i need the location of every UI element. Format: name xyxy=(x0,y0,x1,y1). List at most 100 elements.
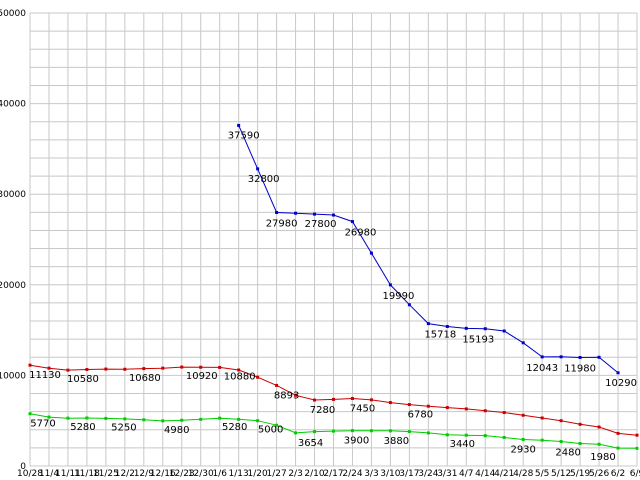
green-series-marker xyxy=(483,434,487,438)
point-label: 27980 xyxy=(266,219,298,230)
x-tick-label: 3/31 xyxy=(437,469,457,479)
y-tick-label: 40000 xyxy=(0,100,26,110)
x-tick-label: 1/27 xyxy=(266,469,286,479)
point-label: 7450 xyxy=(350,404,375,415)
green-series-marker xyxy=(616,446,620,450)
x-tick-label: 12/16 xyxy=(150,469,176,479)
green-series-marker xyxy=(66,416,70,420)
green-series-marker xyxy=(237,417,241,421)
green-series-marker xyxy=(332,429,335,433)
x-tick-label: 10/28 xyxy=(17,469,43,479)
x-tick-label: 2/3 xyxy=(288,469,302,479)
green-series-marker xyxy=(123,417,127,421)
point-label: 5280 xyxy=(70,422,95,433)
point-label: 10920 xyxy=(186,371,218,382)
red-series-marker xyxy=(218,365,222,369)
point-label: 26980 xyxy=(345,228,377,239)
blue-series-marker xyxy=(426,322,430,326)
green-series-marker xyxy=(578,442,582,446)
point-label: 6780 xyxy=(408,410,433,421)
point-label: 2480 xyxy=(555,448,580,459)
x-tick-label: 5/26 xyxy=(589,469,609,479)
blue-series-marker xyxy=(350,220,354,224)
point-label: 3880 xyxy=(384,436,409,447)
x-tick-label: 3/3 xyxy=(364,469,378,479)
x-tick-label: 4/7 xyxy=(459,469,473,479)
blue-series-marker xyxy=(521,341,525,345)
blue-series-marker xyxy=(578,355,582,359)
green-series-marker xyxy=(521,437,525,441)
x-tick-label: 1/13 xyxy=(229,469,249,479)
x-tick-label: 12/9 xyxy=(134,469,154,479)
red-series-marker xyxy=(635,433,639,437)
blue-series-marker xyxy=(483,327,487,331)
point-label: 10680 xyxy=(129,373,161,384)
red-series-marker xyxy=(464,407,468,411)
x-tick-label: 2/10 xyxy=(304,469,324,479)
x-tick-label: 1/20 xyxy=(248,469,268,479)
point-label: 19990 xyxy=(383,291,415,302)
x-tick-label: 3/10 xyxy=(380,469,400,479)
point-label: 3440 xyxy=(450,439,475,450)
green-series-marker xyxy=(502,435,506,439)
red-series-marker xyxy=(47,366,51,370)
green-series-marker xyxy=(256,419,260,423)
green-series-marker xyxy=(540,438,544,442)
x-tick-label: 11/25 xyxy=(93,469,119,479)
red-series-marker xyxy=(388,401,392,405)
x-tick-label: 11/4 xyxy=(39,469,59,479)
x-tick-label: 2/17 xyxy=(323,469,343,479)
blue-series-marker xyxy=(559,355,563,359)
point-label: 5280 xyxy=(222,422,247,433)
red-series-marker xyxy=(502,411,506,415)
point-label: 12043 xyxy=(526,363,558,374)
blue-series-marker xyxy=(256,167,260,171)
red-series-marker xyxy=(597,425,601,429)
y-tick-label: 10000 xyxy=(0,371,26,381)
point-label: 10580 xyxy=(67,374,99,385)
y-tick-label: 30000 xyxy=(0,190,26,200)
green-series-marker xyxy=(313,430,317,434)
point-label: 3654 xyxy=(298,438,323,449)
green-series-marker xyxy=(218,416,222,420)
point-label: 1980 xyxy=(590,452,615,463)
y-tick-label: 20000 xyxy=(0,281,26,291)
green-series-marker xyxy=(464,433,468,437)
red-series-marker xyxy=(104,367,108,371)
red-series-marker xyxy=(66,368,70,372)
green-series-marker xyxy=(85,416,89,420)
point-label: 15193 xyxy=(462,334,494,345)
blue-series-marker xyxy=(294,211,298,215)
red-series-marker xyxy=(294,393,298,397)
red-series-marker xyxy=(332,397,335,401)
point-label: 10880 xyxy=(224,371,256,382)
x-tick-label: 12/23 xyxy=(169,469,195,479)
blue-series-marker xyxy=(388,283,392,287)
point-label: 5000 xyxy=(258,425,283,436)
red-series-marker xyxy=(616,431,620,435)
point-label: 5250 xyxy=(111,422,136,433)
blue-series-marker xyxy=(407,303,411,307)
green-series-marker xyxy=(426,431,430,435)
y-tick-label: 50000 xyxy=(0,9,26,19)
red-series-marker xyxy=(28,363,32,367)
red-series-marker xyxy=(313,398,317,402)
red-series-marker xyxy=(237,368,241,372)
red-series-marker xyxy=(578,422,582,426)
blue-series-marker xyxy=(275,211,279,215)
x-tick-label: 1/6 xyxy=(212,469,227,479)
red-series-marker xyxy=(199,365,203,369)
green-series-marker xyxy=(161,419,165,423)
red-series-marker xyxy=(369,398,373,402)
x-tick-label: 12/30 xyxy=(188,469,214,479)
x-tick-label: 5/19 xyxy=(570,469,590,479)
x-tick-label: 5/12 xyxy=(551,469,571,479)
red-series-marker xyxy=(123,367,127,371)
blue-series-marker xyxy=(237,123,241,127)
y-tick-label: 0 xyxy=(20,462,26,472)
point-label: 37590 xyxy=(228,130,260,141)
x-tick-label: 4/21 xyxy=(494,469,514,479)
red-series-marker xyxy=(407,403,411,407)
x-tick-label: 3/17 xyxy=(399,469,419,479)
